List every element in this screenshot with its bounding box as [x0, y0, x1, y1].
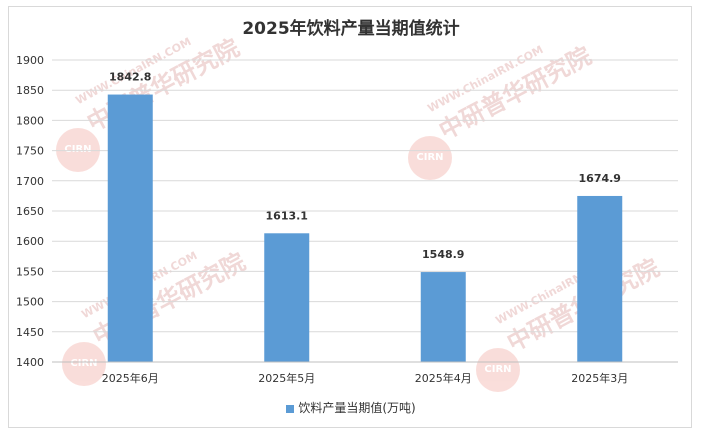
y-tick-label: 1600: [16, 235, 44, 248]
y-tick-label: 1800: [16, 114, 44, 127]
bar: [264, 233, 310, 362]
chart-title: 2025年饮料产量当期值统计: [242, 19, 460, 39]
y-tick-label: 1850: [16, 84, 44, 97]
y-tick-label: 1550: [16, 265, 44, 278]
y-tick-label: 1400: [16, 356, 44, 369]
data-label: 1613.1: [266, 209, 308, 222]
legend-label: 饮料产量当期值(万吨): [298, 401, 416, 415]
y-tick-label: 1900: [16, 54, 44, 67]
y-tick-label: 1450: [16, 326, 44, 339]
x-tick-label: 2025年5月: [258, 371, 315, 385]
bar: [107, 94, 153, 362]
legend: 饮料产量当期值(万吨): [0, 399, 702, 416]
bar: [577, 195, 623, 362]
x-tick-label: 2025年4月: [415, 371, 472, 385]
data-label: 1674.9: [579, 172, 621, 185]
data-label: 1842.8: [109, 71, 151, 84]
y-tick-label: 1700: [16, 175, 44, 188]
y-tick-label: 1650: [16, 205, 44, 218]
legend-swatch: [286, 404, 295, 413]
x-tick-label: 2025年3月: [571, 371, 628, 385]
data-label: 1548.9: [422, 248, 464, 261]
y-tick-label: 1500: [16, 296, 44, 309]
y-tick-label: 1750: [16, 145, 44, 158]
bar: [420, 272, 466, 362]
x-tick-label: 2025年6月: [102, 371, 159, 385]
